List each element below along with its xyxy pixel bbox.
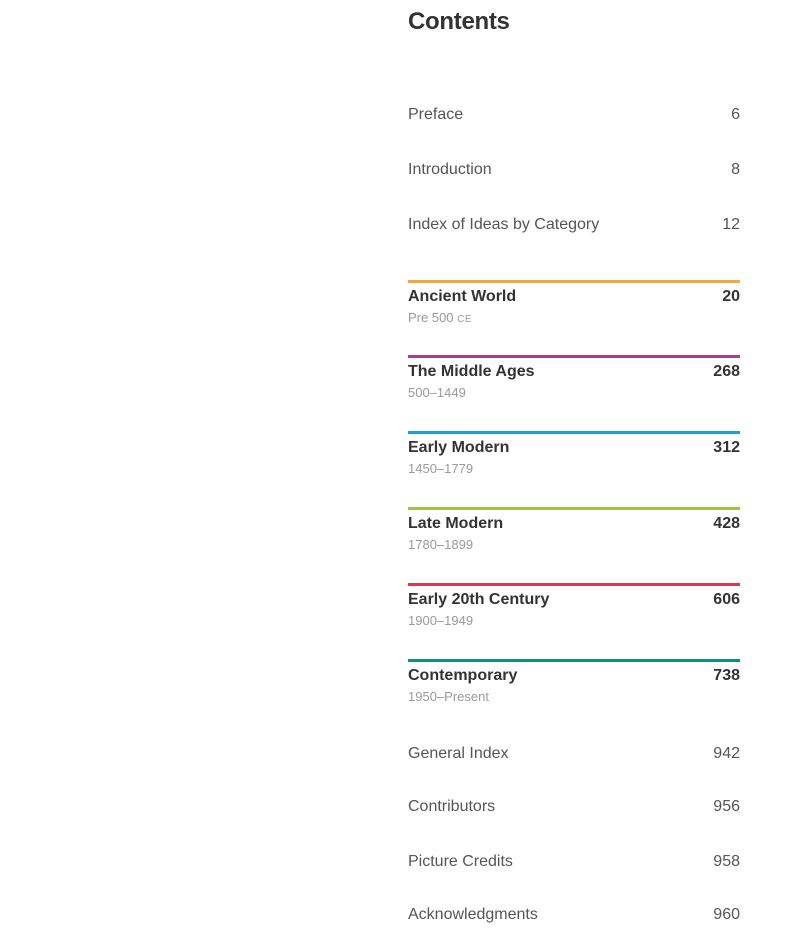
toc-entry-contributors[interactable]: Contributors 956 <box>408 798 740 820</box>
toc-entry-label: General Index <box>408 745 509 762</box>
chapter-name: Ancient World <box>408 288 517 305</box>
chapter-name: The Middle Ages <box>408 363 535 380</box>
toc-entry-label: Introduction <box>408 161 492 178</box>
toc-entry-page: 958 <box>713 853 740 870</box>
chapter-page: 268 <box>713 363 740 380</box>
toc-entry-acknowledgments[interactable]: Acknowledgments 960 <box>408 906 740 928</box>
toc-entry-page: 6 <box>731 106 740 123</box>
toc-entry-index-of-ideas[interactable]: Index of Ideas by Category 12 <box>408 216 740 238</box>
chapter-page: 738 <box>713 667 740 684</box>
chapter-color-rule <box>408 583 740 586</box>
toc-entry-label: Acknowledgments <box>408 906 538 923</box>
toc-entry-page: 942 <box>713 745 740 762</box>
chapter-page: 20 <box>722 288 740 305</box>
chapter-date-range: Pre 500 CE <box>408 310 473 325</box>
chapter-color-rule <box>408 355 740 358</box>
toc-entry-general-index[interactable]: General Index 942 <box>408 745 740 767</box>
chapter-date-range: 1900–1949 <box>408 613 474 628</box>
toc-entry-preface[interactable]: Preface 6 <box>408 106 740 128</box>
chapter-early-modern[interactable]: Early Modern 312 1450–1779 <box>408 431 740 483</box>
era-abbreviation: CE <box>457 314 473 325</box>
chapter-contemporary[interactable]: Contemporary 738 1950–Present <box>408 659 740 711</box>
chapter-page: 428 <box>713 515 740 532</box>
chapter-name: Late Modern <box>408 515 504 532</box>
chapter-ancient-world[interactable]: Ancient World 20 Pre 500 CE <box>408 280 740 332</box>
toc-entry-label: Picture Credits <box>408 853 513 870</box>
chapter-date-range: 1950–Present <box>408 689 489 704</box>
chapter-color-rule <box>408 431 740 434</box>
chapter-date-range: 1780–1899 <box>408 537 474 552</box>
toc-entry-label: Preface <box>408 106 464 123</box>
chapter-page: 312 <box>713 439 740 456</box>
chapter-late-modern[interactable]: Late Modern 428 1780–1899 <box>408 507 740 559</box>
chapter-name: Early 20th Century <box>408 591 550 608</box>
contents-page: Contents Preface 6 Introduction 8 Index … <box>408 0 740 946</box>
chapter-early-20th-century[interactable]: Early 20th Century 606 1900–1949 <box>408 583 740 635</box>
toc-entry-label: Index of Ideas by Category <box>408 216 600 233</box>
toc-entry-picture-credits[interactable]: Picture Credits 958 <box>408 853 740 875</box>
chapter-name: Early Modern <box>408 439 510 456</box>
toc-entry-page: 8 <box>731 161 740 178</box>
chapter-color-rule <box>408 507 740 510</box>
toc-entry-page: 956 <box>713 798 740 815</box>
chapter-color-rule <box>408 280 740 283</box>
chapter-date-range: 500–1449 <box>408 385 466 400</box>
toc-entry-page: 960 <box>713 906 740 923</box>
chapter-color-rule <box>408 659 740 662</box>
toc-entry-page: 12 <box>722 216 740 233</box>
chapter-date-range: 1450–1779 <box>408 461 474 476</box>
toc-entry-label: Contributors <box>408 798 496 815</box>
chapter-name: Contemporary <box>408 667 518 684</box>
toc-entry-introduction[interactable]: Introduction 8 <box>408 161 740 183</box>
page-title: Contents <box>408 8 510 35</box>
chapter-page: 606 <box>713 591 740 608</box>
chapter-middle-ages[interactable]: The Middle Ages 268 500–1449 <box>408 355 740 407</box>
